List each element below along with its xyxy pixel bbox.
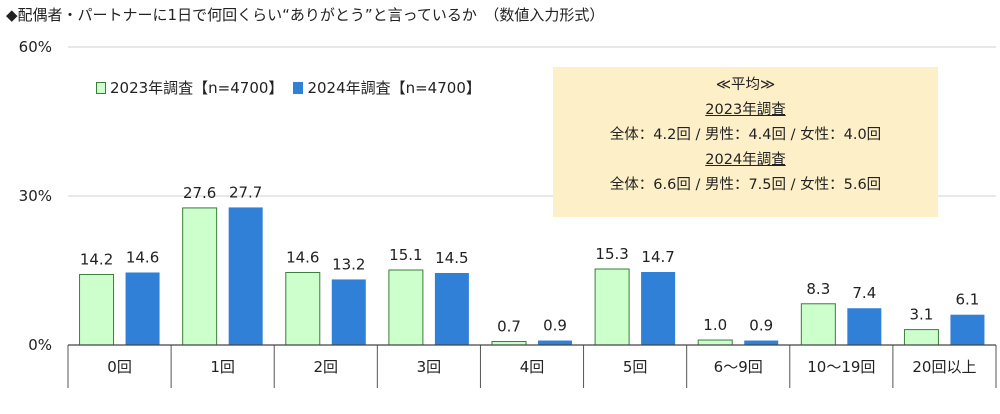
bar-2023: [182, 207, 218, 346]
data-label: 14.6: [126, 248, 159, 266]
bar-2024: [228, 207, 263, 345]
data-label: 15.1: [389, 246, 422, 264]
legend-swatch-2024: [293, 81, 304, 94]
legend-item-2024: 2024年調査【n=4700】: [293, 77, 481, 98]
x-tick-label: 1回: [210, 358, 235, 376]
legend-label-2024: 2024年調査【n=4700】: [307, 79, 481, 97]
average-2024-title: 2024年調査: [705, 152, 786, 168]
data-label: 27.6: [183, 184, 216, 202]
bar-2023: [697, 339, 733, 346]
bar-2024: [847, 308, 882, 345]
data-label: 8.3: [806, 280, 830, 298]
chart-title: ◆配偶者・パートナーに1日で何回くらい“ありがとう”と言っているか （数値入力形…: [6, 6, 605, 24]
data-label: 13.2: [332, 255, 365, 273]
data-label: 7.4: [852, 284, 876, 302]
data-label: 15.3: [595, 245, 628, 263]
data-label: 14.5: [435, 249, 468, 267]
data-label: 14.2: [80, 250, 113, 268]
data-label: 0.9: [749, 317, 773, 335]
average-heading: ≪平均≫: [715, 77, 776, 93]
bar-2023: [79, 273, 115, 346]
bar-2023: [285, 271, 321, 346]
bar-2023: [800, 303, 836, 346]
bar-2024: [331, 279, 366, 345]
y-tick-label: 0%: [28, 336, 52, 354]
bar-2023: [388, 269, 424, 346]
average-summary-box: ≪平均≫ 2023年調査 全体：4.2回 / 男性：4.4回 / 女性：4.0回…: [553, 67, 938, 217]
bar-2023: [594, 268, 630, 346]
legend-item-2023: 2023年調査【n=4700】: [96, 77, 283, 98]
data-label: 3.1: [910, 306, 934, 324]
x-tick-label: 6～9回: [714, 358, 763, 376]
x-tick-label: 4回: [520, 358, 545, 376]
x-tick-label: 0回: [107, 358, 132, 376]
data-label: 6.1: [956, 291, 980, 309]
legend: 2023年調査【n=4700】 2024年調査【n=4700】: [96, 77, 491, 98]
x-tick-label: 2回: [314, 358, 339, 376]
bar-2024: [125, 272, 160, 345]
data-label: 1.0: [703, 316, 727, 334]
average-2024-values: 全体：6.6回 / 男性：7.5回 / 女性：5.6回: [609, 177, 882, 193]
average-2023-values: 全体：4.2回 / 男性：4.4回 / 女性：4.0回: [609, 127, 882, 143]
legend-swatch-2023: [96, 81, 106, 94]
x-tick-label: 3回: [417, 358, 442, 376]
x-tick-label: 20回以上: [912, 358, 976, 376]
y-tick-label: 30%: [19, 187, 52, 205]
bar-2024: [744, 340, 779, 345]
data-label: 0.7: [497, 318, 521, 336]
bar-2024: [950, 314, 985, 345]
y-tick-label: 60%: [19, 38, 52, 56]
bar-2023: [903, 329, 939, 346]
data-label: 14.6: [286, 248, 319, 266]
bar-2024: [641, 271, 676, 345]
data-label: 14.7: [641, 248, 674, 266]
x-tick-label: 10～19回: [807, 358, 875, 376]
x-tick-label: 5回: [623, 358, 648, 376]
bar-2024: [538, 340, 572, 345]
data-label: 0.9: [543, 317, 567, 335]
legend-label-2023: 2023年調査【n=4700】: [110, 79, 284, 97]
data-label: 27.7: [229, 183, 262, 201]
average-2023-title: 2023年調査: [705, 102, 786, 118]
bar-2024: [434, 272, 469, 345]
